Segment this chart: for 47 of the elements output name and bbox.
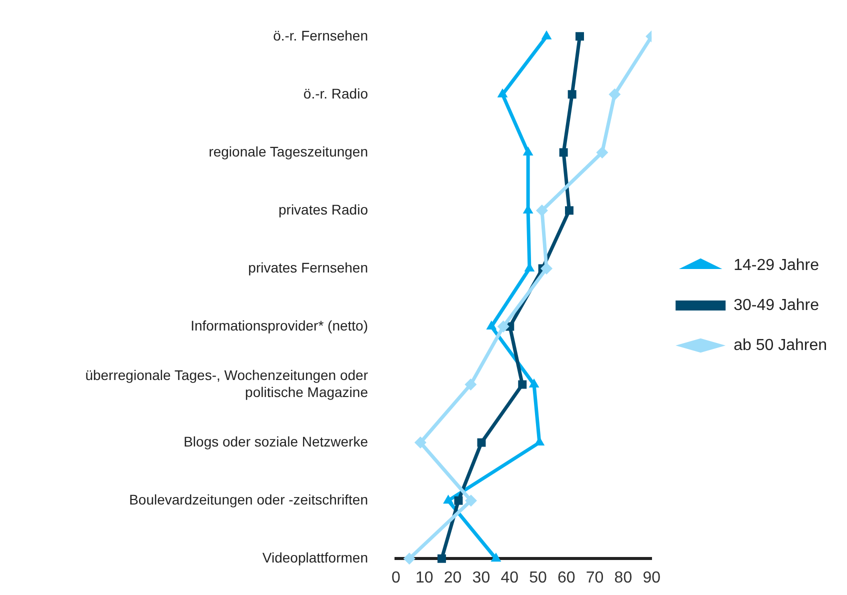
point bbox=[477, 438, 486, 447]
y-tick-label: ö.-r. Fernsehen bbox=[273, 27, 368, 44]
point bbox=[454, 496, 463, 505]
point bbox=[464, 378, 477, 391]
x-tick-label: 10 bbox=[416, 570, 434, 587]
point bbox=[443, 494, 454, 504]
point bbox=[559, 148, 568, 157]
y-tick-label: regionale Tageszeitungen bbox=[208, 143, 368, 160]
y-tick-label: Videoplattformen bbox=[262, 549, 368, 566]
point bbox=[596, 146, 608, 158]
legend-label: ab 50 Jahren bbox=[734, 336, 827, 354]
y-tick-label: überregionale Tages-, Wochenzeitungen oder politische Magazine bbox=[85, 366, 368, 400]
x-tick-label: 90 bbox=[642, 570, 661, 587]
point bbox=[536, 204, 548, 216]
point bbox=[564, 206, 574, 215]
point bbox=[497, 88, 508, 98]
y-tick-label: privates Fernsehen bbox=[248, 259, 368, 276]
x-tick-label: 40 bbox=[500, 570, 519, 587]
point bbox=[414, 436, 426, 449]
point bbox=[464, 494, 477, 507]
point bbox=[518, 380, 527, 389]
x-tick-label: 50 bbox=[529, 570, 547, 587]
x-tick-label: 70 bbox=[586, 570, 604, 587]
point bbox=[540, 262, 553, 274]
point bbox=[486, 320, 497, 330]
point bbox=[608, 88, 621, 100]
point bbox=[522, 146, 534, 156]
x-tick-label: 80 bbox=[614, 570, 632, 587]
point bbox=[576, 32, 584, 41]
point bbox=[437, 554, 446, 563]
y-tick-label: Blogs oder soziale Netzwerke bbox=[184, 433, 368, 450]
point bbox=[490, 552, 502, 562]
y-tick-label: privates Radio bbox=[278, 201, 368, 218]
y-tick-label: Informationsprovider* (netto) bbox=[190, 317, 368, 334]
y-tick-label: ö.-r. Radio bbox=[303, 85, 368, 102]
y-tick-label: Boulevardzeitungen oder -zeitschriften bbox=[129, 491, 368, 508]
x-tick-label: 30 bbox=[472, 570, 490, 587]
x-tick-label: 60 bbox=[557, 570, 576, 587]
x-tick-label: 20 bbox=[444, 570, 462, 587]
point bbox=[497, 320, 510, 333]
point bbox=[541, 30, 552, 40]
legend-label: 14-29 Jahre bbox=[734, 256, 820, 274]
x-tick-label: 0 bbox=[392, 570, 401, 587]
point bbox=[403, 552, 416, 565]
legend-label: 30-49 Jahre bbox=[734, 296, 820, 314]
point bbox=[528, 378, 540, 388]
point bbox=[568, 90, 576, 99]
